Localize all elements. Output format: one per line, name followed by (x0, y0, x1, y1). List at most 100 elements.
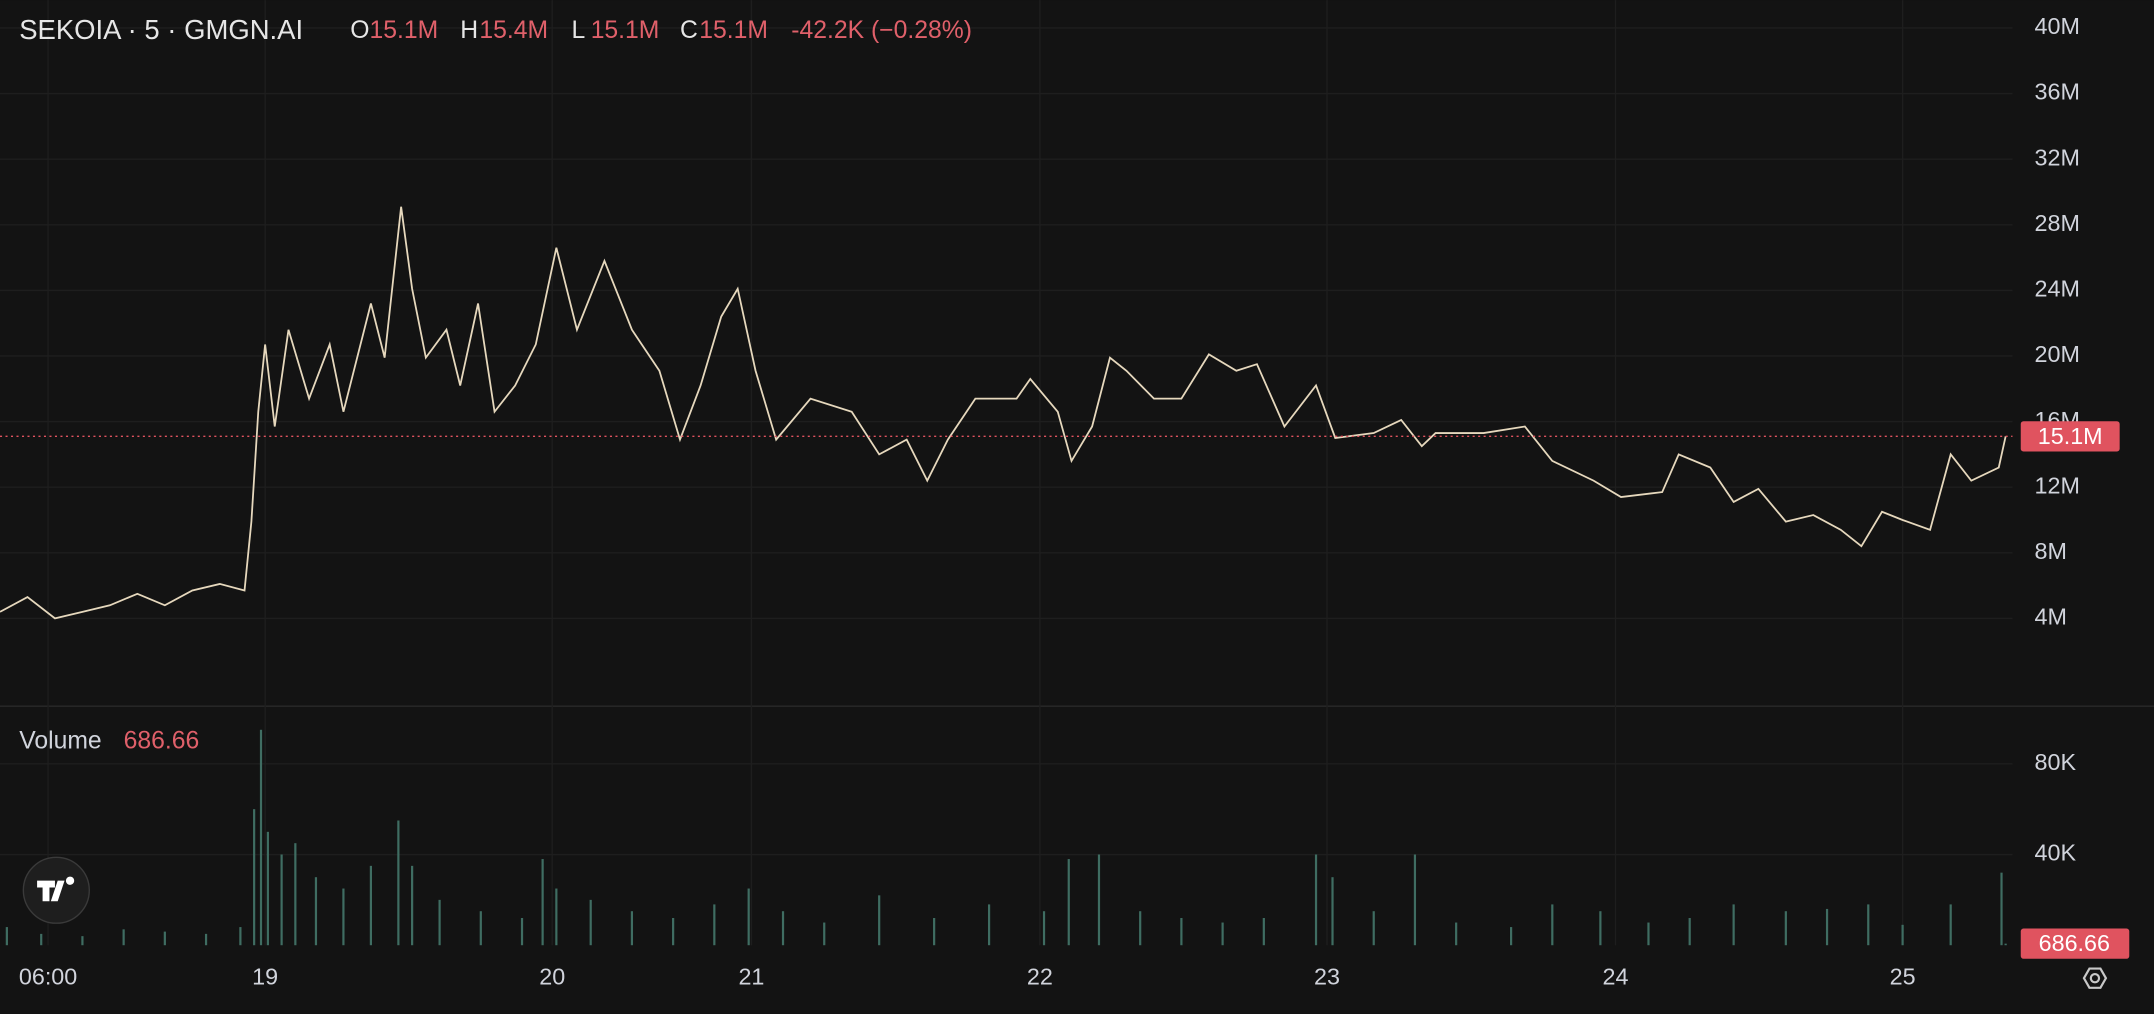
volume-bar (1139, 911, 1142, 946)
y-tick-label: 12M (2034, 472, 2079, 498)
volume-bar (40, 933, 43, 946)
y-tick-label: 24M (2034, 276, 2079, 302)
volume-bar (81, 936, 84, 946)
volume-bar (520, 918, 524, 946)
volume-bar (823, 922, 826, 946)
volume-bar (204, 933, 208, 946)
volume-bar (747, 888, 750, 946)
volume-bar (878, 895, 881, 946)
volume-bar (397, 820, 400, 946)
volume-bar (1551, 904, 1554, 946)
volume-bar (239, 927, 242, 946)
volume-bar (1949, 904, 1952, 946)
settings-icon[interactable] (2082, 967, 2108, 989)
ohlc-value: 15.4M (479, 17, 548, 44)
volume-bar (253, 809, 256, 946)
last-price-label: 15.1M (2038, 423, 2103, 449)
tradingview-logo[interactable] (22, 856, 90, 924)
volume-bar (280, 854, 283, 946)
volume-bar (342, 888, 345, 946)
volume-bar (1067, 859, 1070, 946)
volume-bar (1097, 854, 1101, 946)
ohlc-value: 15.1M (699, 17, 768, 44)
volume-bar (1825, 908, 1829, 946)
change: -42.2K (−0.28%) (791, 17, 972, 44)
volume-bar (1180, 918, 1183, 946)
y-tick-label: 4M (2034, 604, 2066, 630)
chart-title: SEKOIA · 5 · GMGN.AI (19, 14, 303, 45)
volume-bar (555, 888, 558, 946)
y-tick-label: 20M (2034, 341, 2079, 367)
volume-bar (1901, 924, 1904, 946)
volume-bar (369, 865, 373, 946)
y-tick-label: 32M (2034, 144, 2079, 170)
x-tick-label: 22 (1027, 963, 1053, 989)
volume-bar (163, 931, 166, 946)
volume-bar (1599, 911, 1602, 946)
volume-bar (1867, 904, 1870, 946)
x-tick-label: 19 (252, 963, 278, 989)
y-tick-label: 40K (2034, 840, 2076, 866)
volume-bar (1413, 854, 1417, 946)
x-tick-label: 20 (539, 963, 565, 989)
volume-bar (987, 904, 991, 946)
volume-bar (1314, 854, 1318, 946)
settings-dot (2089, 972, 2101, 984)
volume-bar (781, 911, 785, 946)
volume-bar (933, 918, 936, 946)
y-tick-label: 36M (2034, 79, 2079, 105)
volume-title: Volume (19, 727, 101, 754)
volume-bar (1509, 927, 1513, 946)
volume-bar (438, 899, 441, 946)
volume-bar (122, 929, 125, 946)
volume-bar (294, 843, 297, 946)
settings-hex (2082, 967, 2108, 989)
volume-bar (1372, 911, 1375, 946)
volume-bar (1262, 918, 1265, 946)
volume-bar (630, 911, 634, 946)
volume-bar (589, 899, 592, 946)
y-tick-label: 8M (2034, 538, 2066, 564)
y-tick-label: 28M (2034, 210, 2079, 236)
volume-value: 686.66 (124, 727, 200, 754)
volume-bar (259, 729, 263, 946)
volume-bar (672, 918, 675, 946)
last-volume-label: 686.66 (2039, 930, 2110, 956)
ohlc-key: H (460, 17, 478, 44)
volume-bar (1784, 911, 1787, 946)
volume-bar (713, 904, 716, 946)
volume-bar (5, 927, 8, 946)
volume-bar (1732, 904, 1735, 946)
x-tick-label: 24 (1603, 963, 1629, 989)
ohlc-key: O (350, 17, 369, 44)
volume-bar (479, 911, 482, 946)
y-tick-label: 40M (2034, 13, 2079, 39)
ohlc-key: L (571, 17, 585, 44)
volume-bar (314, 877, 318, 946)
logo-glyph (37, 876, 75, 902)
volume-bar (1455, 922, 1458, 946)
price-line (0, 206, 2007, 620)
last-volume-tag (2020, 928, 2130, 959)
volume-bar (1221, 922, 1224, 946)
x-tick-label: 21 (738, 963, 764, 989)
y-tick-label: 80K (2034, 749, 2076, 775)
volume-bar (266, 831, 269, 946)
volume-bar (1647, 922, 1650, 946)
x-tick-label: 25 (1890, 963, 1916, 989)
ohlc-value: 15.1M (370, 17, 439, 44)
volume-bar (1688, 918, 1691, 946)
volume-bar (2000, 872, 2003, 946)
plot-layer (0, 0, 2013, 946)
ohlc-key: C (680, 17, 698, 44)
volume-bar (411, 865, 414, 946)
x-tick-label: 23 (1314, 963, 1340, 989)
volume-bar (541, 859, 544, 946)
volume-bar (2004, 943, 2007, 946)
last-price-tag (2020, 421, 2120, 452)
x-tick-label: 06:00 (19, 963, 77, 989)
volume-bar (1042, 911, 1046, 946)
